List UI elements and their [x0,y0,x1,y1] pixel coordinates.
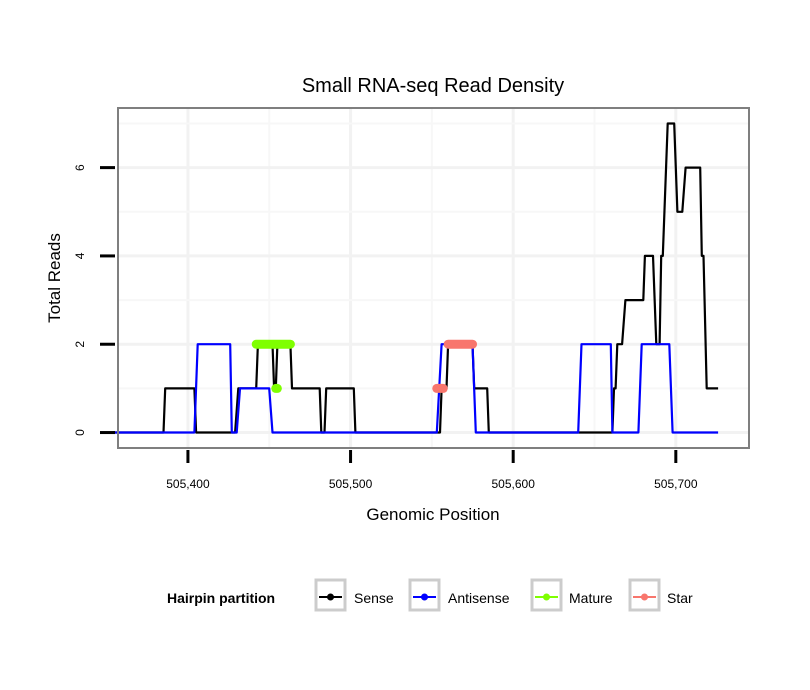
x-axis-title: Genomic Position [366,505,499,524]
y-tick-label: 2 [73,341,87,348]
legend-title: Hairpin partition [167,590,275,606]
x-tick-label: 505,700 [654,477,698,491]
series-layer [113,122,719,434]
legend-key-point [327,593,334,601]
legend-item-sense: Sense [314,578,394,612]
y-tick-label: 0 [73,429,87,436]
x-tick-label: 505,400 [166,477,210,491]
legend-label: Star [667,590,693,606]
legend-label: Antisense [448,590,510,606]
y-tick-label: 4 [73,252,87,259]
x-tick-label: 505,600 [491,477,535,491]
legend-label: Sense [354,590,394,606]
grid [118,108,749,448]
legend-item-antisense: Antisense [408,578,510,612]
legend-key-point [543,593,550,601]
chart-title: Small RNA-seq Read Density [302,75,564,97]
y-axis-title: Total Reads [45,233,64,323]
x-tick-label: 505,500 [329,477,373,491]
legend-item-mature: Mature [530,578,613,612]
legend-key-point [641,593,648,601]
legend-key-point [421,593,428,601]
legend-item-star: Star [628,578,693,612]
legend-label: Mature [569,590,613,606]
y-tick-label: 6 [73,164,87,171]
legend: Hairpin partition Sense Antisense Mature St… [167,578,693,612]
y-axis: 0 2 4 6 [73,164,115,436]
x-axis: 505,400 505,500 505,600 505,700 [166,450,698,491]
plot-border [117,107,750,449]
